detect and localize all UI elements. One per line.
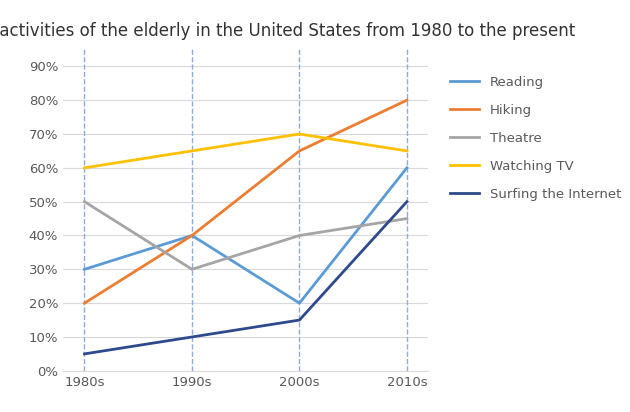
Reading	[295, 301, 303, 306]
Reading	[403, 165, 411, 170]
Hiking	[403, 98, 411, 103]
Theatre	[403, 216, 411, 221]
Line: Theatre: Theatre	[84, 201, 407, 269]
Theatre	[188, 267, 196, 272]
Line: Surfing the Internet: Surfing the Internet	[84, 201, 407, 354]
Hiking	[81, 301, 88, 306]
Theatre	[81, 199, 88, 204]
Reading	[188, 233, 196, 238]
Line: Watching TV: Watching TV	[84, 134, 407, 168]
Surfing the Internet	[403, 199, 411, 204]
Watching TV	[403, 148, 411, 153]
Legend: Reading, Hiking, Theatre, Watching TV, Surfing the Internet: Reading, Hiking, Theatre, Watching TV, S…	[446, 72, 625, 205]
Watching TV	[81, 165, 88, 170]
Title: Free time activities of the elderly in the United States from 1980 to the presen: Free time activities of the elderly in t…	[0, 21, 575, 40]
Line: Reading: Reading	[84, 168, 407, 303]
Hiking	[188, 233, 196, 238]
Watching TV	[295, 131, 303, 136]
Line: Hiking: Hiking	[84, 100, 407, 303]
Theatre	[295, 233, 303, 238]
Reading	[81, 267, 88, 272]
Surfing the Internet	[81, 351, 88, 356]
Watching TV	[188, 148, 196, 153]
Hiking	[295, 148, 303, 153]
Surfing the Internet	[295, 318, 303, 323]
Surfing the Internet	[188, 335, 196, 339]
